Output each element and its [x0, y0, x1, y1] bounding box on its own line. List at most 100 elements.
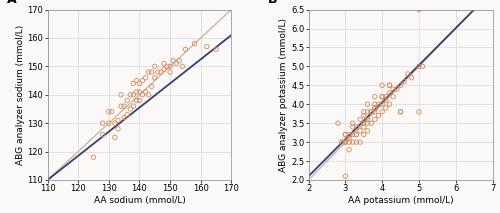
- Point: [415, 8, 423, 11]
- Point: [378, 84, 386, 87]
- Point: [360, 121, 368, 125]
- Point: [352, 133, 360, 136]
- Point: [382, 95, 390, 98]
- Point: [382, 99, 390, 102]
- Point: [345, 133, 353, 136]
- Point: [166, 70, 174, 74]
- Point: [111, 121, 119, 125]
- Point: [111, 136, 119, 139]
- Point: [360, 125, 368, 129]
- Point: [130, 93, 138, 96]
- Point: [345, 137, 353, 140]
- Point: [352, 140, 360, 144]
- Point: [360, 114, 368, 117]
- Point: [114, 119, 122, 122]
- Point: [169, 59, 177, 62]
- Point: [108, 110, 116, 114]
- Point: [132, 99, 140, 102]
- Point: [151, 65, 159, 68]
- Point: [136, 90, 143, 94]
- Point: [371, 106, 379, 110]
- Point: [142, 90, 150, 94]
- Point: [126, 107, 134, 111]
- Point: [160, 68, 168, 71]
- Point: [144, 93, 152, 96]
- Point: [364, 110, 372, 114]
- Point: [163, 65, 171, 68]
- Point: [342, 140, 349, 144]
- Point: [396, 110, 404, 114]
- Point: [334, 121, 342, 125]
- Point: [338, 140, 345, 144]
- Point: [148, 70, 156, 74]
- Point: [136, 82, 143, 85]
- Point: [126, 93, 134, 96]
- Point: [415, 110, 423, 114]
- Point: [114, 127, 122, 131]
- Point: [160, 62, 168, 65]
- Point: [393, 87, 401, 91]
- Point: [203, 45, 211, 48]
- Point: [400, 80, 408, 83]
- Point: [138, 79, 146, 82]
- Point: [117, 104, 125, 108]
- Point: [178, 65, 186, 68]
- Point: [364, 102, 372, 106]
- Point: [386, 102, 394, 106]
- Point: [138, 93, 146, 96]
- Point: [342, 133, 349, 136]
- Point: [371, 102, 379, 106]
- Point: [348, 133, 356, 136]
- Point: [157, 70, 165, 74]
- Point: [136, 99, 143, 102]
- Point: [389, 87, 397, 91]
- Point: [154, 70, 162, 74]
- Point: [105, 110, 113, 114]
- Point: [364, 121, 372, 125]
- Point: [364, 118, 372, 121]
- Point: [212, 48, 220, 51]
- Point: [367, 110, 375, 114]
- Text: B: B: [268, 0, 278, 6]
- Point: [396, 110, 404, 114]
- Point: [132, 90, 140, 94]
- Point: [342, 140, 349, 144]
- Point: [360, 133, 368, 136]
- Point: [123, 99, 131, 102]
- Text: A: A: [7, 0, 16, 6]
- Point: [382, 106, 390, 110]
- X-axis label: AA potassium (mmol/L): AA potassium (mmol/L): [348, 196, 454, 205]
- Point: [408, 76, 416, 79]
- Point: [386, 84, 394, 87]
- Point: [120, 104, 128, 108]
- Point: [182, 48, 190, 51]
- Point: [371, 95, 379, 98]
- Point: [396, 84, 404, 87]
- Point: [389, 95, 397, 98]
- Point: [176, 59, 184, 62]
- Point: [356, 140, 364, 144]
- Point: [367, 121, 375, 125]
- Point: [120, 116, 128, 119]
- Point: [172, 62, 180, 65]
- Point: [345, 148, 353, 151]
- Point: [348, 140, 356, 144]
- Point: [142, 76, 150, 79]
- Point: [378, 110, 386, 114]
- Point: [367, 110, 375, 114]
- Point: [371, 110, 379, 114]
- Point: [356, 129, 364, 132]
- Point: [98, 121, 106, 125]
- Point: [378, 102, 386, 106]
- Point: [166, 65, 174, 68]
- Point: [386, 91, 394, 95]
- Point: [352, 125, 360, 129]
- Point: [148, 85, 156, 88]
- Point: [364, 129, 372, 132]
- Point: [338, 140, 345, 144]
- Y-axis label: ABG analyzer sodium (mmol/L): ABG analyzer sodium (mmol/L): [16, 25, 24, 165]
- Point: [418, 65, 426, 68]
- Point: [371, 106, 379, 110]
- Point: [374, 114, 382, 117]
- Point: [342, 174, 349, 178]
